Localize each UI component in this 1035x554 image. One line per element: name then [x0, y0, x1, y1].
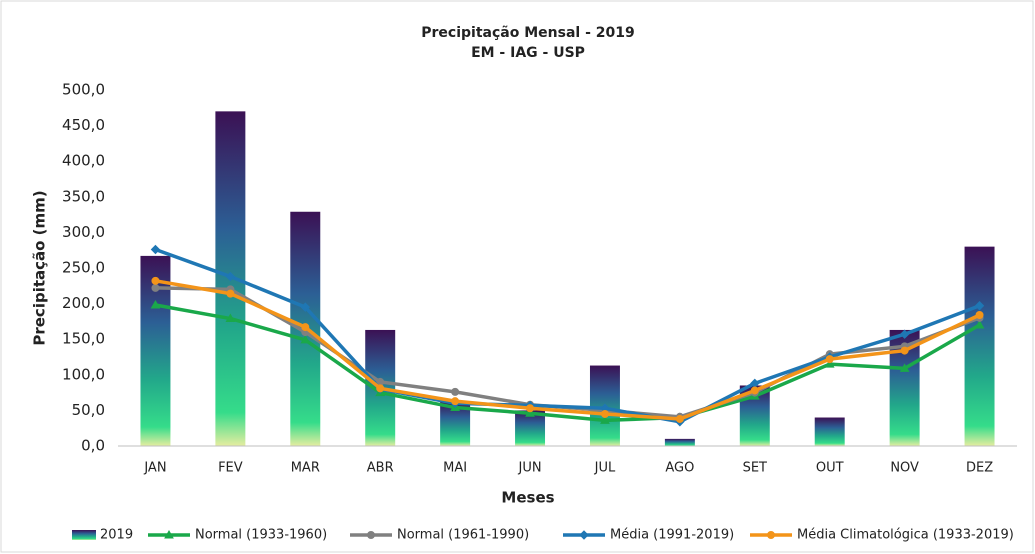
line-marker: [975, 310, 984, 319]
y-tick-label: 250,0: [62, 259, 105, 277]
legend-label: 2019: [100, 528, 133, 543]
y-tick-label: 150,0: [62, 330, 105, 348]
x-tick-label: JUL: [594, 461, 616, 476]
line-marker: [151, 283, 160, 292]
legend-marker: [164, 529, 174, 539]
bar: [964, 246, 995, 446]
x-tick-label: ABR: [367, 461, 394, 476]
legend-label: Normal (1961-1990): [397, 528, 529, 543]
line: [155, 303, 981, 423]
bar: [814, 417, 845, 446]
line-marker: [150, 244, 161, 255]
y-tick-label: 300,0: [62, 223, 105, 241]
legend-marker: [579, 530, 589, 540]
line-marker: [974, 301, 985, 311]
x-tick-label: MAI: [443, 461, 467, 476]
line-marker: [300, 302, 310, 312]
x-tick-label: FEV: [218, 461, 243, 476]
x-tick-label: MAR: [291, 461, 320, 476]
y-tick-label: 400,0: [62, 152, 105, 170]
line-marker: [225, 313, 236, 323]
line-marker: [300, 334, 311, 344]
legend-swatch: [72, 530, 96, 540]
line-marker: [974, 319, 985, 329]
y-tick-label: 0,0: [81, 437, 105, 455]
line-marker: [226, 289, 235, 298]
line: [154, 247, 981, 424]
line: [155, 279, 981, 421]
line-marker: [150, 300, 161, 309]
line-marker: [451, 397, 460, 406]
line-marker: [750, 386, 759, 395]
line-marker: [899, 329, 910, 339]
x-tick-label: AGO: [665, 461, 694, 476]
legend-label: Normal (1933-1960): [195, 528, 327, 543]
line-marker: [526, 404, 535, 413]
y-tick-label: 500,0: [62, 81, 105, 99]
line-marker: [225, 271, 236, 282]
x-tick-label: SET: [743, 461, 767, 476]
y-tick-label: 200,0: [62, 294, 105, 312]
chart-title: Precipitação Mensal - 2019: [421, 25, 634, 41]
line-marker: [675, 414, 684, 423]
line-marker: [900, 346, 909, 355]
y-tick-label: 50,0: [72, 401, 105, 419]
legend-marker: [767, 531, 775, 539]
x-tick-label: JAN: [143, 461, 166, 476]
line-marker: [825, 355, 834, 364]
x-tick-label: NOV: [890, 461, 919, 476]
x-axis-title: Meses: [501, 489, 554, 507]
line-marker: [451, 387, 460, 396]
y-tick-label: 100,0: [62, 365, 105, 383]
x-tick-label: OUT: [816, 461, 844, 476]
line-marker: [151, 276, 160, 285]
line-marker: [376, 384, 385, 393]
line-marker: [600, 409, 609, 418]
y-axis-title: Precipitação (mm): [31, 190, 49, 345]
y-tick-label: 450,0: [62, 116, 105, 134]
line-marker: [600, 415, 610, 424]
line-marker: [301, 323, 310, 332]
line-marker: [525, 408, 535, 417]
line-marker: [899, 363, 910, 372]
x-tick-label: JUN: [518, 461, 542, 476]
legend-marker: [367, 531, 375, 539]
chart-subtitle: EM - IAG - USP: [471, 45, 585, 61]
x-tick-label: DEZ: [966, 461, 993, 476]
legend-label: Média Climatológica (1933-2019): [797, 528, 1014, 543]
bar: [664, 438, 695, 446]
line-marker: [824, 359, 835, 368]
y-tick-label: 350,0: [62, 187, 105, 205]
legend-label: Média (1991-2019): [610, 528, 734, 543]
